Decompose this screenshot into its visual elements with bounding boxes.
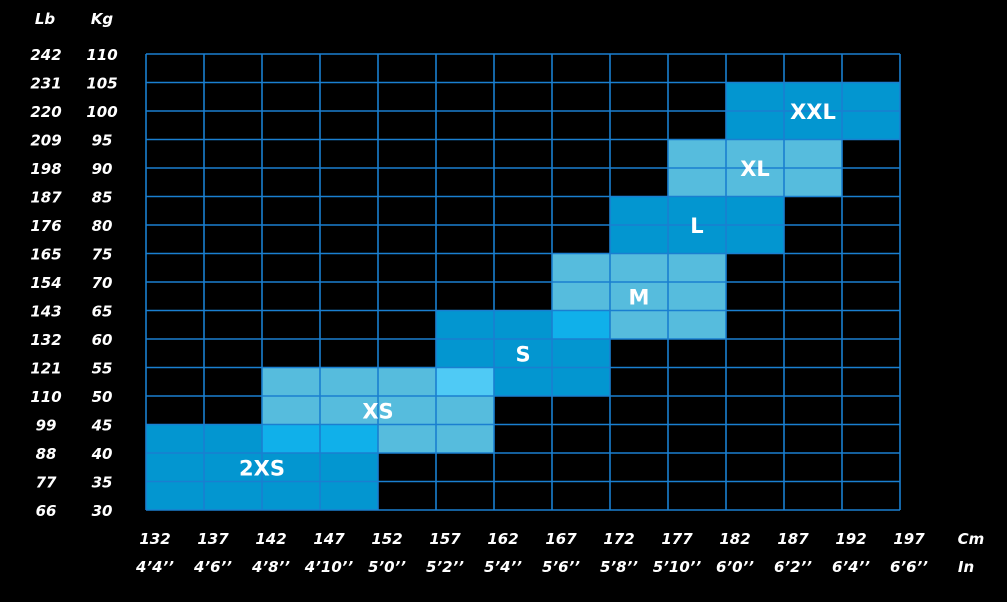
tick-cm: 157 — [429, 530, 461, 548]
tick-kg: 90 — [92, 160, 113, 178]
tick-in: 6’2’’ — [774, 558, 812, 576]
tick-cm: 172 — [603, 530, 634, 548]
unit-cm: Cm — [958, 530, 985, 548]
tick-kg: 85 — [92, 189, 113, 207]
tick-kg: 70 — [92, 274, 113, 292]
tick-kg: 45 — [91, 417, 113, 435]
tick-kg: 60 — [92, 331, 113, 349]
tick-lb: 242 — [30, 46, 61, 64]
tick-in: 6’4’’ — [832, 558, 870, 576]
size-labels: 2XS XS S M L XL XXL — [239, 100, 836, 480]
tick-cm: 197 — [893, 530, 925, 548]
overlap-region-3 — [552, 310, 610, 339]
tick-kg: 35 — [92, 474, 113, 492]
tick-lb: 66 — [36, 502, 57, 520]
tick-in: 4’6’’ — [193, 558, 232, 576]
tick-kg: 30 — [92, 502, 113, 520]
tick-lb: 110 — [30, 388, 61, 406]
tick-lb: 198 — [30, 160, 61, 178]
tick-cm: 147 — [313, 530, 345, 548]
tick-kg: 40 — [91, 445, 113, 463]
tick-cm: 142 — [255, 530, 286, 548]
tick-cm: 182 — [719, 530, 750, 548]
tick-lb: 231 — [30, 75, 61, 93]
tick-kg: 110 — [86, 46, 117, 64]
tick-cm: 137 — [197, 530, 229, 548]
tick-in: 5’4’’ — [484, 558, 522, 576]
grid-lines — [145, 53, 901, 511]
tick-kg: 55 — [92, 360, 113, 378]
tick-lb: 220 — [30, 103, 61, 121]
tick-cm: 187 — [777, 530, 809, 548]
tick-cm: 152 — [371, 530, 402, 548]
tick-lb: 165 — [30, 246, 61, 264]
tick-kg: 100 — [86, 103, 117, 121]
size-regions — [146, 82, 900, 510]
tick-cm: 192 — [835, 530, 866, 548]
tick-lb: 176 — [30, 217, 61, 235]
size-label-xl: XL — [740, 157, 770, 181]
tick-lb: 88 — [36, 445, 57, 463]
size-label-l: L — [690, 214, 703, 238]
tick-in: 4’8’’ — [251, 558, 290, 576]
tick-kg: 80 — [92, 217, 113, 235]
tick-lb: 154 — [30, 274, 61, 292]
tick-kg: 95 — [92, 132, 113, 150]
tick-cm: 167 — [545, 530, 577, 548]
tick-in: 6’6’’ — [890, 558, 928, 576]
size-label-m: M — [629, 285, 650, 309]
tick-in: 5’10’’ — [653, 558, 702, 576]
axis-units: Lb Kg Cm In — [35, 10, 984, 576]
size-label-2xs: 2XS — [239, 456, 285, 480]
tick-lb: 99 — [36, 417, 57, 435]
tick-lb: 121 — [30, 360, 61, 378]
tick-kg: 105 — [86, 75, 117, 93]
size-label-xs: XS — [362, 399, 393, 423]
unit-kg: Kg — [91, 10, 114, 28]
unit-lb: Lb — [35, 10, 56, 28]
tick-lb: 187 — [30, 189, 62, 207]
tick-cm: 177 — [661, 530, 693, 548]
tick-in: 5’6’’ — [542, 558, 580, 576]
tick-cm: 132 — [139, 530, 170, 548]
overlap-region-2 — [436, 367, 494, 396]
tick-in: 4’4’’ — [135, 558, 174, 576]
tick-kg: 65 — [92, 303, 113, 321]
tick-in: 5’2’’ — [426, 558, 464, 576]
tick-in: 5’0’’ — [368, 558, 406, 576]
tick-lb: 132 — [30, 331, 61, 349]
tick-lb: 143 — [30, 303, 61, 321]
tick-in: 6’0’’ — [716, 558, 754, 576]
axis-ticks: 242 231 220 209 198 187 176 165 154 143 132 121 110 9… — [30, 46, 928, 576]
size-label-s: S — [515, 342, 530, 366]
tick-kg: 75 — [92, 246, 113, 264]
tick-lb: 77 — [36, 474, 57, 492]
tick-in: 4’10’’ — [304, 558, 354, 576]
tick-cm: 162 — [487, 530, 518, 548]
size-label-xxl: XXL — [790, 100, 836, 124]
tick-in: 5’8’’ — [600, 558, 638, 576]
tick-lb: 209 — [30, 132, 61, 150]
tick-kg: 50 — [92, 388, 113, 406]
unit-in: In — [958, 558, 974, 576]
